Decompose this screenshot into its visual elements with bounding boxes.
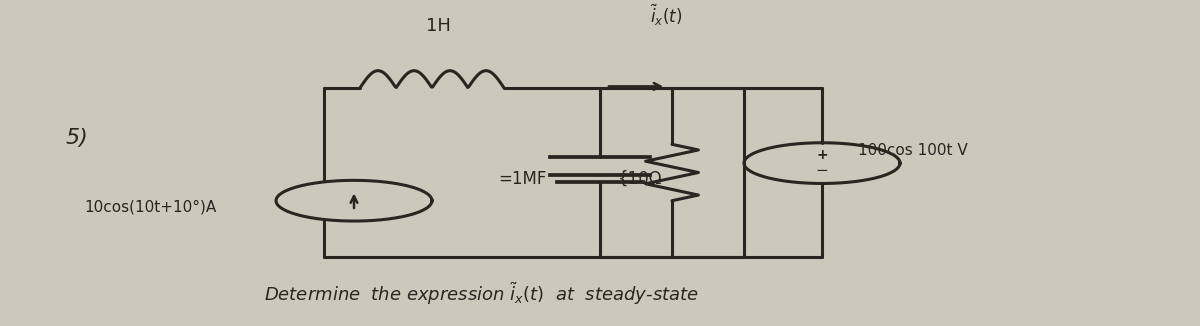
Text: $\tilde{i}_x(t)$: $\tilde{i}_x(t)$ [650, 3, 682, 28]
Text: 100cos 100t V: 100cos 100t V [858, 143, 967, 158]
Text: 10cos(10t+10°)A: 10cos(10t+10°)A [84, 200, 216, 215]
Text: 1H: 1H [426, 17, 450, 35]
Text: =1MF: =1MF [498, 170, 546, 188]
Text: −: − [816, 163, 828, 178]
Text: +: + [816, 148, 828, 162]
Text: Determine  the expression $\tilde{i}_x(t)$  at  steady-state: Determine the expression $\tilde{i}_x(t)… [264, 281, 698, 307]
Text: {10Ω: {10Ω [618, 170, 662, 188]
Text: 5): 5) [66, 128, 89, 148]
